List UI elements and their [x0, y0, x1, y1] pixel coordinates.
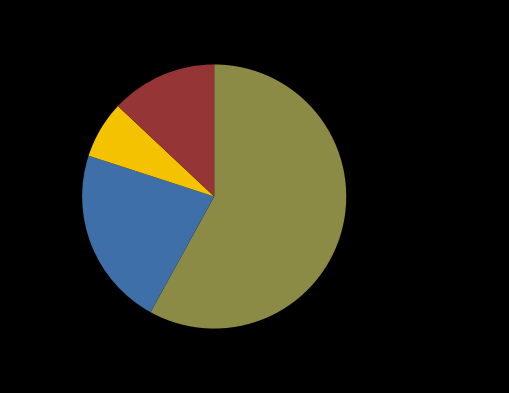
Wedge shape: [118, 64, 214, 196]
Wedge shape: [82, 156, 214, 312]
Wedge shape: [89, 106, 214, 196]
Wedge shape: [150, 64, 346, 329]
